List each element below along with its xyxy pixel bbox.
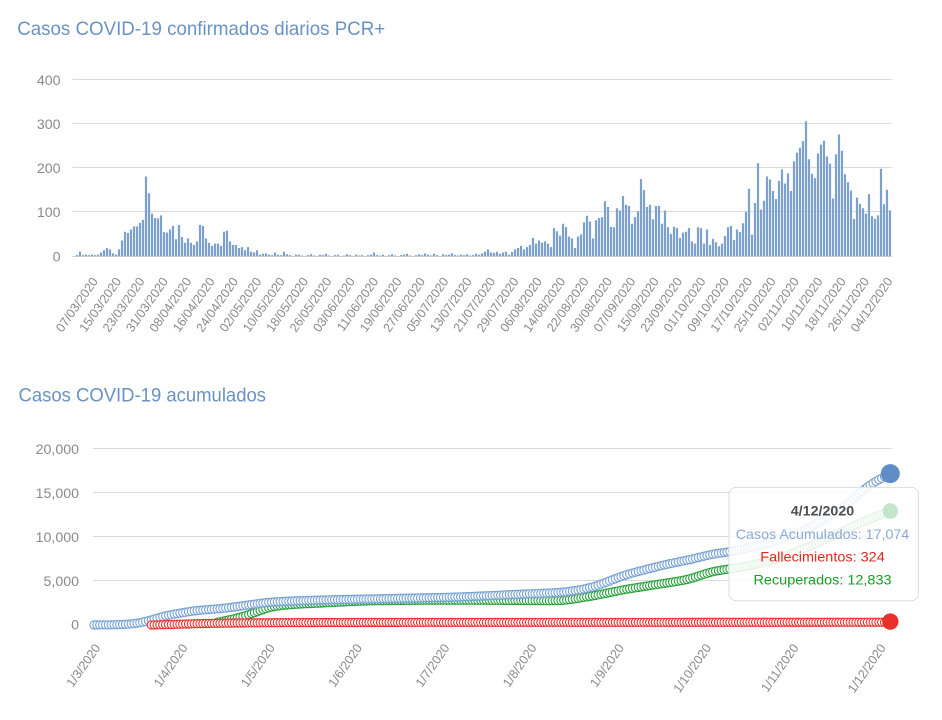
svg-text:Casos Acumulados: 17,074: Casos Acumulados: 17,074 — [736, 526, 910, 542]
svg-text:Casos COVID-19 acumulados: Casos COVID-19 acumulados — [19, 385, 267, 407]
svg-text:0: 0 — [53, 249, 61, 265]
svg-text:200: 200 — [37, 161, 61, 177]
svg-text:4/12/2020: 4/12/2020 — [791, 504, 855, 519]
svg-text:300: 300 — [37, 117, 61, 133]
svg-text:100: 100 — [37, 205, 61, 221]
svg-text:Recuperados: 12,833: Recuperados: 12,833 — [754, 572, 892, 588]
svg-text:Fallecimientos: 324: Fallecimientos: 324 — [760, 549, 885, 565]
svg-text:Casos COVID-19 confirmados dia: Casos COVID-19 confirmados diarios PCR+ — [17, 18, 385, 40]
svg-text:5,000: 5,000 — [43, 574, 79, 590]
svg-text:15,000: 15,000 — [36, 486, 80, 502]
svg-text:10,000: 10,000 — [36, 530, 80, 546]
svg-text:20,000: 20,000 — [36, 442, 80, 458]
svg-text:400: 400 — [37, 73, 61, 89]
svg-text:0: 0 — [71, 618, 79, 634]
